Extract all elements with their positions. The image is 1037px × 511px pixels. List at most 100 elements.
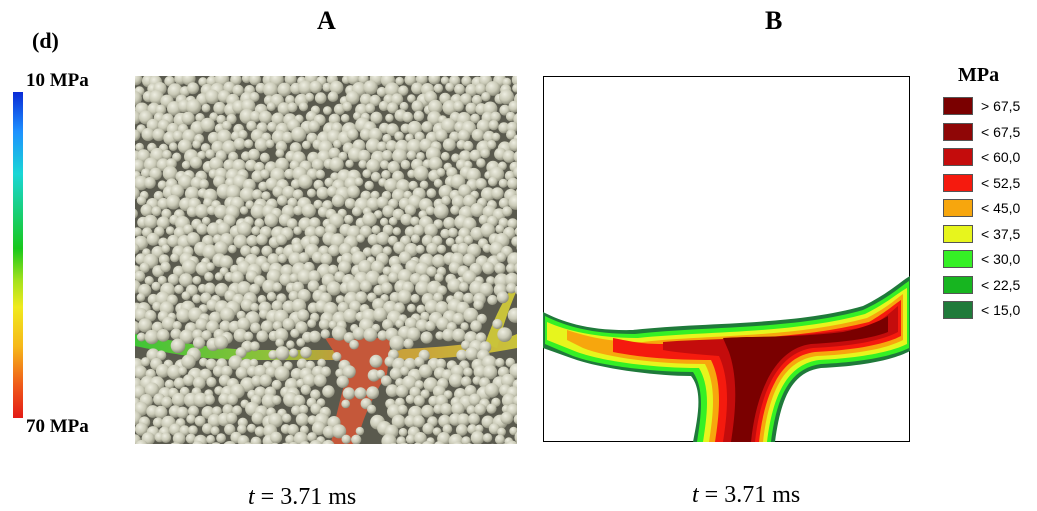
particle: [387, 102, 399, 114]
particle: [435, 331, 445, 340]
particle: [376, 196, 389, 209]
particle: [494, 262, 506, 275]
particle: [290, 368, 303, 380]
particle: [241, 76, 252, 84]
particle: [366, 197, 380, 211]
particle: [239, 206, 249, 215]
particle: [346, 279, 362, 295]
particle: [240, 245, 252, 257]
particle: [341, 399, 351, 409]
particle: [322, 439, 335, 444]
particle: [504, 272, 517, 287]
particle: [173, 377, 186, 389]
particle: [473, 299, 484, 310]
particle: [192, 336, 206, 349]
particle: [214, 335, 229, 350]
particle: [392, 148, 408, 164]
particle: [398, 251, 412, 265]
particle: [329, 157, 344, 172]
particle: [514, 431, 517, 443]
particle: [201, 330, 212, 341]
particle: [490, 111, 501, 123]
particle: [407, 94, 416, 103]
particle: [243, 331, 254, 342]
particle: [458, 184, 472, 198]
particle: [469, 149, 482, 162]
legend-label: < 15,0: [981, 302, 1021, 318]
particle: [388, 272, 399, 283]
particle: [460, 93, 472, 105]
particle: [205, 358, 217, 370]
particle: [406, 139, 422, 154]
particle: [433, 292, 444, 303]
particle: [465, 347, 479, 361]
particle: [342, 101, 352, 112]
particle: [425, 320, 436, 332]
particle: [186, 99, 202, 115]
particle: [486, 276, 496, 286]
particle: [366, 386, 379, 400]
particle: [214, 272, 224, 281]
particle: [488, 423, 500, 435]
particle: [178, 366, 187, 376]
particle: [514, 227, 517, 236]
legend-label: < 60,0: [981, 149, 1021, 165]
particle: [313, 199, 323, 209]
particle: [363, 80, 378, 95]
particle: [382, 205, 395, 218]
legend-swatch: [943, 275, 973, 294]
particle: [399, 101, 409, 111]
particle: [194, 415, 206, 427]
particle: [181, 259, 197, 275]
particle: [277, 102, 291, 116]
particle: [336, 375, 349, 388]
particle: [354, 177, 364, 187]
particle: [376, 141, 388, 152]
particle: [260, 169, 270, 179]
particle: [258, 110, 273, 124]
particle: [445, 82, 455, 92]
particle: [318, 318, 330, 330]
particle: [238, 129, 248, 140]
particle: [245, 159, 257, 172]
particle: [310, 403, 322, 415]
particle: [250, 302, 260, 312]
particle: [377, 330, 388, 341]
particle: [420, 331, 433, 344]
particle: [249, 341, 260, 352]
particle: [370, 111, 383, 124]
particle: [244, 139, 254, 149]
particle: [440, 151, 450, 161]
particle: [223, 441, 236, 444]
particle: [460, 376, 472, 387]
particle: [380, 160, 390, 170]
particle: [293, 394, 306, 407]
particle: [479, 282, 494, 297]
particle: [135, 91, 142, 106]
particle: [249, 358, 259, 368]
particle: [313, 374, 327, 387]
particle: [240, 298, 254, 312]
particle: [395, 384, 409, 398]
particle: [135, 110, 141, 125]
particle: [380, 217, 389, 227]
particle: [295, 413, 309, 427]
fracture-branch: [485, 286, 517, 348]
particle: [297, 309, 310, 322]
particle: [286, 340, 295, 349]
particle: [267, 253, 280, 266]
particle: [135, 422, 149, 436]
particle: [480, 222, 496, 238]
particle: [251, 375, 263, 387]
particle: [461, 436, 471, 444]
particle: [474, 424, 484, 434]
particle: [364, 180, 374, 191]
particle: [228, 151, 239, 162]
particle: [467, 424, 478, 435]
particle: [394, 131, 404, 141]
particle: [396, 436, 406, 444]
particle: [232, 405, 243, 416]
particle: [415, 244, 425, 254]
particle: [470, 203, 485, 217]
particle: [146, 232, 160, 246]
